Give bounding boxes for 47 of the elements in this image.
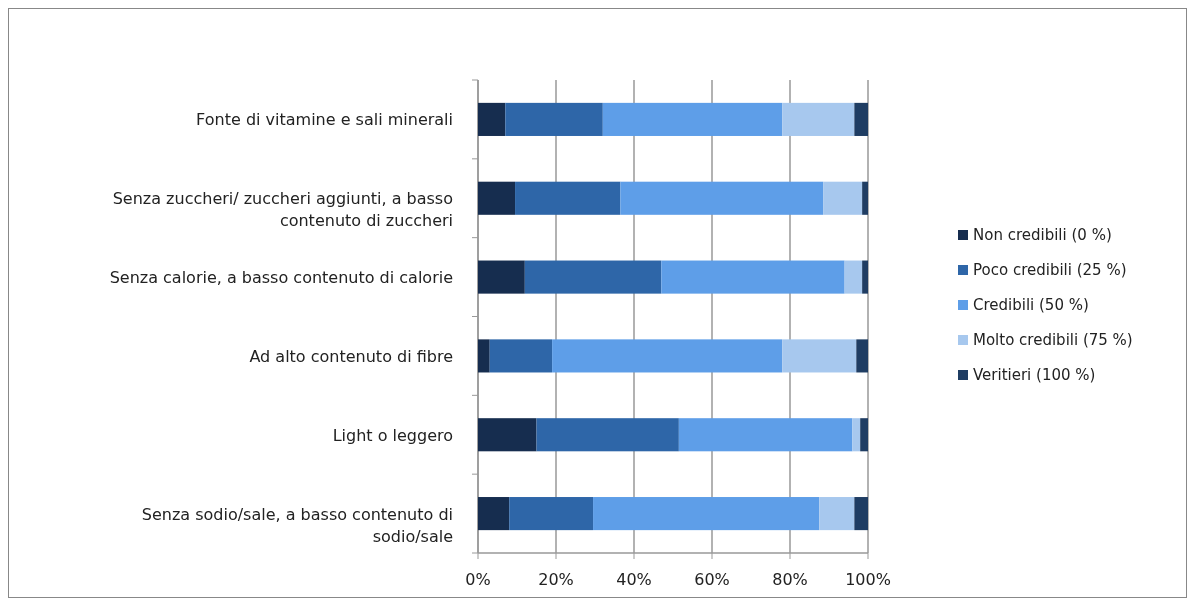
- x-tick-label: 60%: [694, 570, 730, 589]
- y-tick-label: Senza sodio/sale, a basso contenuto di sodio/sale: [141, 504, 453, 546]
- bar: [854, 497, 868, 531]
- y-tick-label: Ad alto contenuto di fibre: [249, 346, 453, 366]
- bar: [678, 418, 853, 452]
- bar: [515, 181, 621, 215]
- bar: [620, 181, 824, 215]
- x-tick-label: 40%: [616, 570, 652, 589]
- bar: [509, 497, 594, 531]
- bar: [524, 260, 662, 294]
- bar: [478, 260, 525, 294]
- bar: [856, 339, 868, 373]
- y-tick-label: Senza calorie, a basso contenuto di calorie: [109, 268, 453, 288]
- legend-label: Molto credibili (75 %): [973, 331, 1133, 349]
- bar: [478, 102, 506, 136]
- x-tick-label: 0%: [465, 570, 491, 589]
- bar: [602, 102, 783, 136]
- bar: [478, 497, 510, 531]
- bar: [782, 102, 855, 136]
- bar: [505, 102, 603, 136]
- x-tick-label: 100%: [845, 570, 891, 589]
- legend-label: Veritieri (100 %): [973, 366, 1096, 384]
- legend-label: Credibili (50 %): [973, 296, 1089, 314]
- x-tick-label: 20%: [538, 570, 574, 589]
- bar: [593, 497, 820, 531]
- y-tick-label: Fonte di vitamine e sali minerali: [196, 110, 453, 130]
- bar: [478, 418, 537, 452]
- bar: [862, 181, 868, 215]
- bar: [860, 418, 868, 452]
- x-tick-label: 80%: [772, 570, 808, 589]
- bar: [854, 102, 868, 136]
- bar: [862, 260, 868, 294]
- bar: [661, 260, 845, 294]
- bar: [844, 260, 863, 294]
- bar: [823, 181, 863, 215]
- legend-label: Poco credibili (25 %): [973, 261, 1127, 279]
- legend-label: Non credibili (0 %): [973, 226, 1112, 244]
- bar: [782, 339, 857, 373]
- bar: [536, 418, 679, 452]
- bar: [819, 497, 855, 531]
- bar: [478, 181, 516, 215]
- bar: [552, 339, 783, 373]
- y-tick-label: Light o leggero: [332, 425, 453, 445]
- bar: [478, 339, 490, 373]
- y-tick-label: Senza zuccheri/ zuccheri aggiunti, a basso contenuto di zuccheri: [112, 189, 453, 231]
- bar: [489, 339, 553, 373]
- bar: [852, 418, 861, 452]
